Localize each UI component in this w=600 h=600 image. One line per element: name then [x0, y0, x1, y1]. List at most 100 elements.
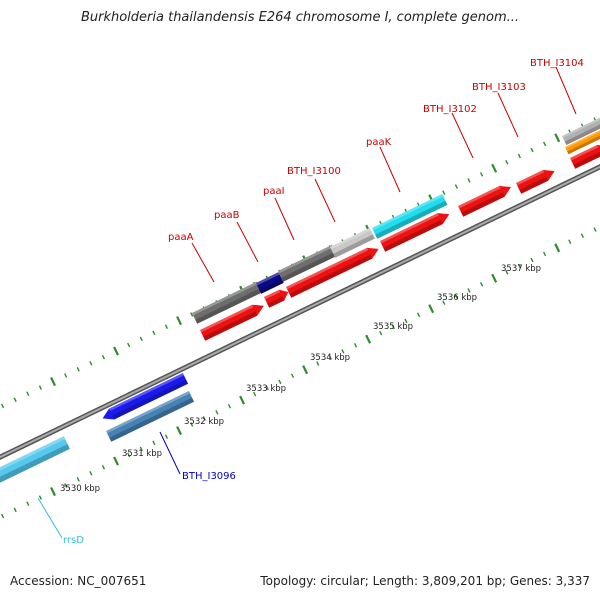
scale-tick: [176, 426, 183, 436]
scale-tick: [543, 251, 547, 257]
scale-tick: [442, 300, 446, 305]
scale-tick: [505, 269, 509, 275]
scale-tick: [467, 178, 471, 183]
kbp-label: 3532 kbp: [184, 417, 224, 427]
scale-tick: [76, 367, 80, 372]
scale-tick: [491, 163, 498, 173]
gene-paaI-cds[interactable]: [286, 243, 381, 298]
scale-tick: [113, 456, 119, 466]
scale-tick: [593, 227, 597, 232]
gene-BTH_I3096-steel[interactable]: [106, 390, 195, 442]
scale-tick: [416, 312, 421, 318]
scale-tick: [491, 273, 498, 283]
scale-tick: [139, 336, 143, 342]
gene-label-BTH_I3102[interactable]: BTH_I3102: [423, 104, 477, 115]
kbp-label: 3530 kbp: [60, 484, 100, 494]
scale-tick: [38, 495, 43, 500]
gene-paaB-cds[interactable]: [264, 287, 291, 308]
gene-paaI-block[interactable]: [278, 244, 338, 282]
gene-paaK-block[interactable]: [372, 194, 448, 239]
scale-tick: [202, 416, 206, 421]
scale-tick: [290, 373, 295, 379]
scale-tick: [554, 133, 561, 143]
gene-label-paaA[interactable]: paaA: [168, 232, 194, 243]
scale-tick: [13, 507, 17, 513]
scale-tick: [353, 343, 358, 348]
scale-tick: [568, 239, 572, 244]
scale-tick: [442, 190, 446, 195]
scale-tick: [554, 243, 561, 253]
kbp-scale-labels: 3530 kbp 3531 kbp 3532 kbp 3533 kbp 3534…: [60, 264, 541, 494]
scale-tick: [152, 330, 156, 336]
gene-BTH_I3103-cds[interactable]: [516, 166, 557, 194]
kbp-label: 3531 kbp: [122, 449, 162, 459]
scale-tick: [454, 294, 458, 299]
scale-tick: [152, 440, 156, 446]
gene-label-BTH_I3096[interactable]: BTH_I3096: [182, 471, 236, 482]
scale-tick: [265, 385, 269, 391]
gene-paaA-cds[interactable]: [200, 300, 266, 341]
scale-tick: [479, 282, 484, 287]
scale-tick: [302, 365, 309, 375]
scale-tick: [139, 446, 143, 452]
scale-tick: [530, 257, 534, 263]
gene-BTH_I3096-blue[interactable]: [100, 372, 189, 424]
kbp-label: 3536 kbp: [437, 293, 477, 303]
scale-tick: [89, 470, 93, 476]
scale-tick: [1, 513, 5, 519]
scale-tick: [101, 354, 106, 360]
gene-labels: paaA paaB paaI BTH_I3100 paaK BTH_I3102 …: [37, 58, 584, 546]
gene-BTH_I3104-block-b[interactable]: [565, 125, 600, 155]
gene-paaB-block[interactable]: [255, 272, 284, 294]
scale-tick: [64, 483, 68, 488]
scale-tick: [253, 391, 257, 397]
scale-tick: [391, 324, 395, 330]
map-title: Burkholderia thailandensis E264 chromoso…: [80, 10, 520, 25]
scale-tick: [50, 487, 56, 497]
scale-tick: [530, 147, 534, 153]
gene-paaK-cds[interactable]: [380, 209, 452, 252]
tick-rows: [1, 117, 597, 519]
gene-rrsD-block[interactable]: [0, 436, 70, 485]
gene-features: [0, 114, 600, 485]
scale-tick: [215, 410, 219, 415]
chromosome-backbone: [0, 164, 600, 460]
scale-tick: [328, 355, 332, 360]
scale-tick: [505, 159, 509, 165]
scale-tick: [379, 330, 383, 336]
scale-tick: [101, 464, 106, 470]
scale-tick: [517, 263, 521, 269]
scale-tick: [239, 395, 246, 405]
scale-tick: [227, 403, 232, 409]
accession-text: Accession: NC_007651: [10, 574, 147, 588]
gene-label-rrsD[interactable]: rrsD: [63, 535, 84, 546]
gene-BTH_I3104-cds[interactable]: [570, 141, 600, 169]
scale-tick: [26, 391, 30, 397]
scale-tick: [190, 422, 194, 427]
scale-tick: [428, 304, 435, 314]
scale-tick: [404, 318, 408, 324]
scale-tick: [176, 316, 183, 326]
scale-tick: [64, 373, 68, 378]
kbp-label: 3533 kbp: [246, 384, 286, 394]
gene-label-paaK[interactable]: paaK: [366, 137, 392, 148]
scale-tick: [13, 397, 17, 403]
scale-tick: [38, 385, 43, 390]
gene-label-BTH_I3100[interactable]: BTH_I3100: [287, 166, 341, 177]
gene-label-paaB[interactable]: paaB: [214, 210, 240, 221]
gene-BTH_I3100-block[interactable]: [330, 227, 375, 258]
scale-tick: [517, 153, 521, 159]
scale-tick: [454, 184, 458, 189]
kbp-label: 3537 kbp: [501, 264, 541, 274]
gene-paaA-block[interactable]: [192, 281, 263, 324]
scale-tick: [580, 233, 584, 238]
gene-label-paaI[interactable]: paaI: [263, 186, 285, 197]
gene-label-BTH_I3104[interactable]: BTH_I3104: [530, 58, 584, 69]
scale-tick: [190, 312, 194, 317]
scale-tick: [50, 377, 56, 387]
gene-label-BTH_I3103[interactable]: BTH_I3103: [472, 82, 526, 93]
scale-tick: [76, 477, 80, 482]
gene-BTH_I3102-cds[interactable]: [458, 182, 514, 217]
